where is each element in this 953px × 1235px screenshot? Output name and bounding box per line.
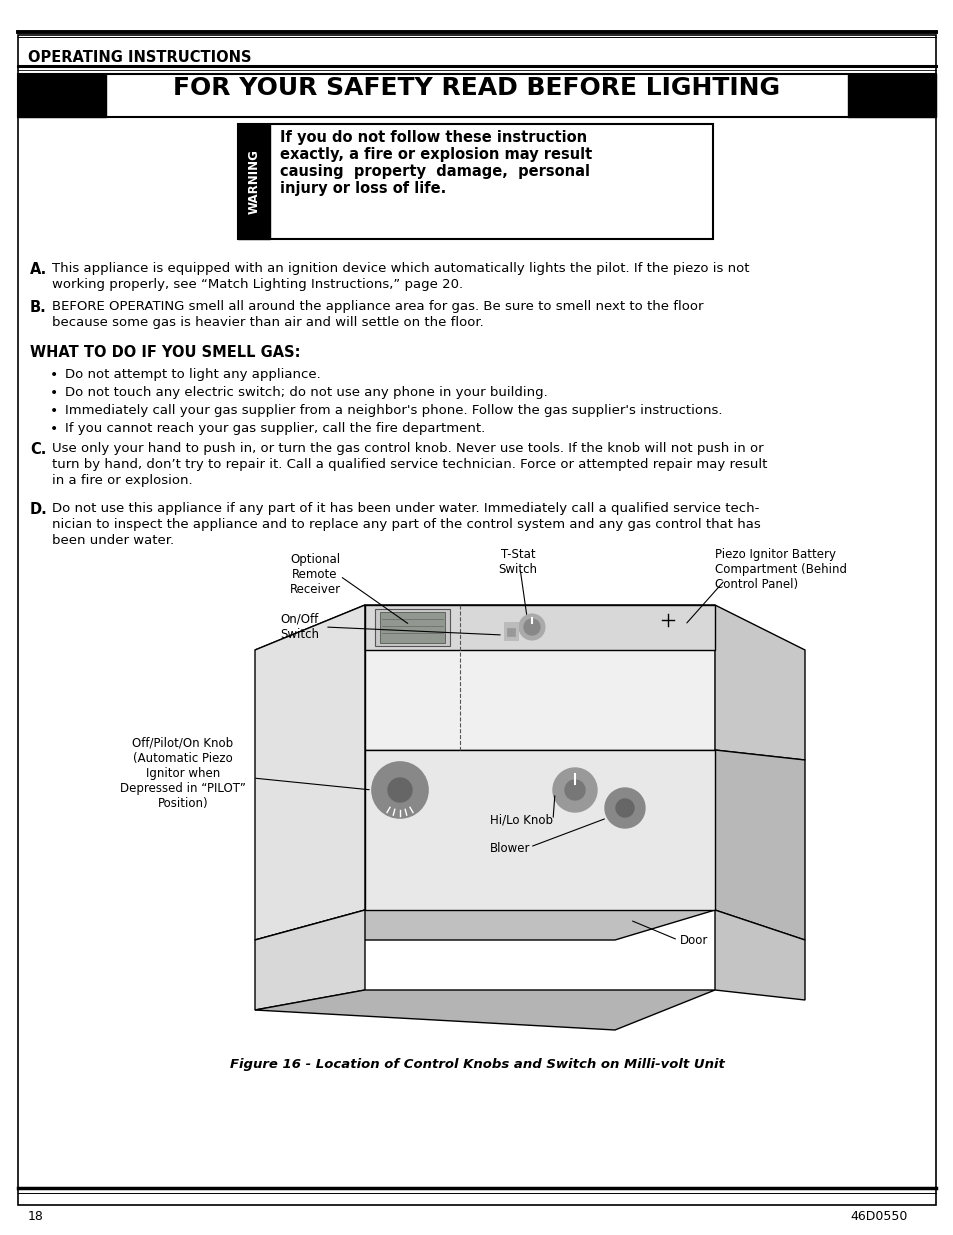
Polygon shape (375, 609, 450, 646)
Bar (237, 124, 270, 240)
Circle shape (372, 762, 428, 818)
Text: Off/Pilot/On Knob
(Automatic Piezo
Ignitor when
Depressed in “PILOT”
Position): Off/Pilot/On Knob (Automatic Piezo Ignit… (120, 737, 246, 810)
Polygon shape (254, 910, 714, 940)
Bar (18, 74, 935, 117)
Circle shape (553, 768, 597, 811)
Text: BEFORE OPERATING smell all around the appliance area for gas. Be sure to smell n: BEFORE OPERATING smell all around the ap… (52, 300, 702, 312)
Text: Do not attempt to light any appliance.: Do not attempt to light any appliance. (65, 368, 320, 382)
Text: Piezo Ignitor Battery
Compartment (Behind
Control Panel): Piezo Ignitor Battery Compartment (Behin… (714, 548, 846, 592)
Text: injury or loss of life.: injury or loss of life. (280, 182, 446, 196)
Bar (18, 74, 106, 117)
Bar (237, 124, 712, 240)
Polygon shape (379, 613, 444, 643)
Polygon shape (365, 750, 714, 910)
Circle shape (523, 619, 539, 635)
Text: Door: Door (679, 934, 708, 946)
Circle shape (616, 799, 634, 818)
Text: WHAT TO DO IF YOU SMELL GAS:: WHAT TO DO IF YOU SMELL GAS: (30, 345, 300, 359)
Text: FOR YOUR SAFETY READ BEFORE LIGHTING: FOR YOUR SAFETY READ BEFORE LIGHTING (173, 77, 780, 100)
Text: If you do not follow these instruction: If you do not follow these instruction (280, 130, 586, 144)
Text: exactly, a fire or explosion may result: exactly, a fire or explosion may result (280, 147, 592, 162)
Polygon shape (365, 605, 714, 750)
Text: Hi/Lo Knob: Hi/Lo Knob (490, 814, 553, 826)
Text: •: • (50, 387, 58, 400)
Text: On/Off
Switch: On/Off Switch (280, 613, 319, 641)
Text: 18: 18 (28, 1210, 44, 1223)
Polygon shape (254, 990, 714, 1030)
Text: Figure 16 - Location of Control Knobs and Switch on Milli-volt Unit: Figure 16 - Location of Control Knobs an… (230, 1058, 723, 1071)
Circle shape (564, 781, 584, 800)
Text: C.: C. (30, 442, 47, 457)
Text: in a fire or explosion.: in a fire or explosion. (52, 474, 193, 487)
Text: •: • (50, 368, 58, 382)
Text: Blower: Blower (490, 841, 530, 855)
Polygon shape (714, 910, 804, 1000)
Polygon shape (254, 605, 714, 650)
Text: causing  property  damage,  personal: causing property damage, personal (280, 164, 589, 179)
Polygon shape (365, 605, 714, 650)
Text: WARNING: WARNING (247, 149, 260, 214)
Text: Optional
Remote
Receiver: Optional Remote Receiver (289, 553, 340, 597)
Circle shape (518, 614, 544, 640)
Polygon shape (714, 605, 804, 760)
Bar (18, 74, 935, 117)
Text: This appliance is equipped with an ignition device which automatically lights th: This appliance is equipped with an ignit… (52, 262, 749, 275)
Text: T-Stat
Switch: T-Stat Switch (498, 548, 537, 576)
Text: turn by hand, don’t try to repair it. Call a qualified service technician. Force: turn by hand, don’t try to repair it. Ca… (52, 458, 766, 471)
Text: nician to inspect the appliance and to replace any part of the control system an: nician to inspect the appliance and to r… (52, 517, 760, 531)
Circle shape (604, 788, 644, 827)
Text: D.: D. (30, 501, 48, 517)
Circle shape (388, 778, 412, 802)
Bar (506, 629, 515, 636)
Text: A.: A. (30, 262, 48, 277)
Text: been under water.: been under water. (52, 534, 174, 547)
Text: Use only your hand to push in, or turn the gas control knob. Never use tools. If: Use only your hand to push in, or turn t… (52, 442, 762, 454)
Text: Do not touch any electric switch; do not use any phone in your building.: Do not touch any electric switch; do not… (65, 387, 547, 399)
Polygon shape (714, 750, 804, 940)
Text: If you cannot reach your gas supplier, call the fire department.: If you cannot reach your gas supplier, c… (65, 422, 485, 435)
Text: OPERATING INSTRUCTIONS: OPERATING INSTRUCTIONS (28, 49, 252, 65)
Polygon shape (254, 605, 365, 940)
Text: because some gas is heavier than air and will settle on the floor.: because some gas is heavier than air and… (52, 316, 483, 329)
Text: B.: B. (30, 300, 47, 315)
Text: working properly, see “Match Lighting Instructions,” page 20.: working properly, see “Match Lighting In… (52, 278, 462, 291)
Bar (847, 74, 935, 117)
Polygon shape (254, 910, 365, 1010)
Bar (503, 622, 517, 640)
Text: •: • (50, 404, 58, 417)
Text: Do not use this appliance if any part of it has been under water. Immediately ca: Do not use this appliance if any part of… (52, 501, 759, 515)
Text: •: • (50, 422, 58, 436)
Text: 46D0550: 46D0550 (850, 1210, 907, 1223)
Text: Immediately call your gas supplier from a neighbor's phone. Follow the gas suppl: Immediately call your gas supplier from … (65, 404, 721, 417)
